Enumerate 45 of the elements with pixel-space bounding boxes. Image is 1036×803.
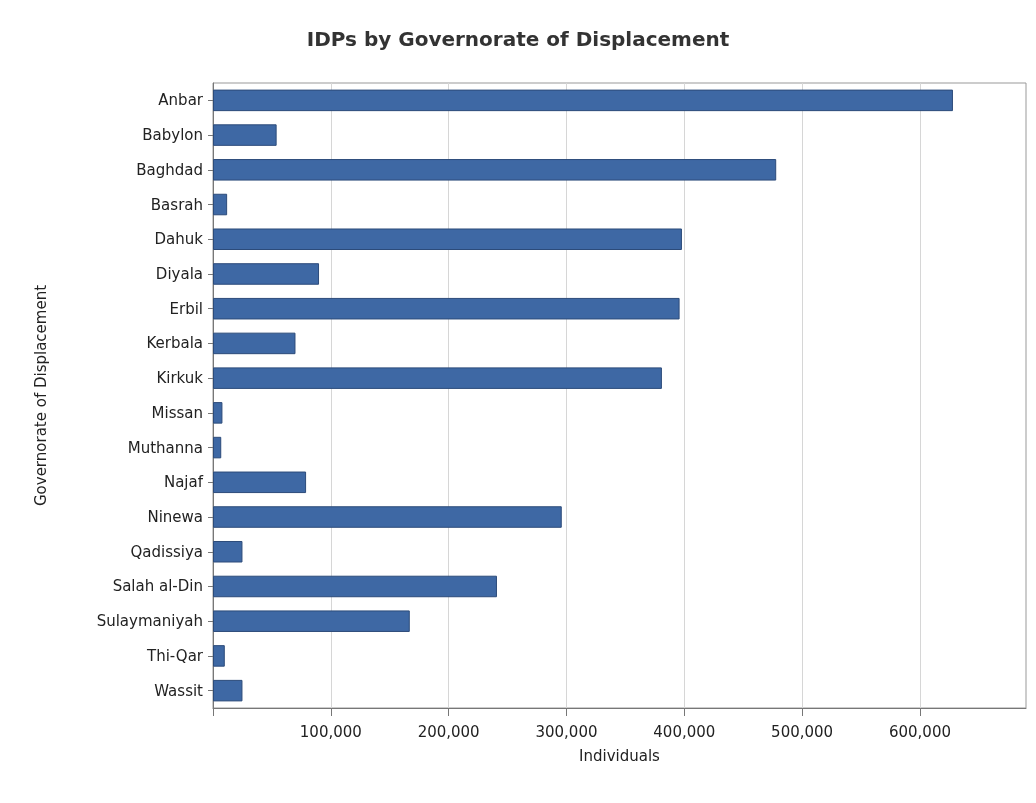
bar [213,228,682,251]
bar [213,193,228,216]
y-tick-label: Qadissiya [130,542,203,561]
y-tick-label: Basrah [150,195,203,214]
y-tick-label: Kerbala [146,334,203,353]
bar [213,402,223,424]
y-tick-label: Erbil [169,299,203,318]
y-tick-label: Baghdad [136,160,203,179]
bar [213,575,497,598]
bar [213,506,562,528]
bar [213,367,662,389]
y-tick-label: Anbar [158,91,204,110]
bar [213,263,320,285]
x-tick-label: 400,000 [653,722,716,741]
bar [213,89,953,112]
bar [213,645,225,667]
y-tick-label: Babylon [142,126,203,145]
x-tick-label: 500,000 [771,722,834,741]
y-tick-label: Wassit [154,681,204,700]
x-tick-label: 100,000 [299,722,362,741]
y-tick-label: Salah al-Din [112,577,203,596]
y-tick-label: Muthanna [127,438,203,457]
x-axis-title: Individuals [579,746,661,765]
y-tick-label: Ninewa [147,508,203,527]
y-axis-title: Governorate of Displacement [31,284,50,507]
y-tick-label: Diyala [155,264,203,283]
x-tick-label: 200,000 [417,722,480,741]
chart-title: IDPs by Governorate of Displacement [306,27,730,51]
x-tick-label: 600,000 [888,722,951,741]
y-tick-label: Missan [151,403,203,422]
bar [213,540,243,563]
x-tick-label: 300,000 [535,722,598,741]
y-tick-label: Thi-Qar [146,646,204,665]
y-tick-label: Dahuk [154,230,204,249]
bar [213,679,243,702]
bar [213,471,307,494]
bar [213,297,680,320]
bar [213,610,410,632]
bar [213,159,777,181]
bar [213,332,296,355]
y-tick-label: Sulaymaniyah [96,612,203,631]
y-tick-label: Najaf [163,473,204,492]
bar [213,124,277,146]
bar [213,436,222,459]
y-tick-label: Kirkuk [156,369,204,388]
